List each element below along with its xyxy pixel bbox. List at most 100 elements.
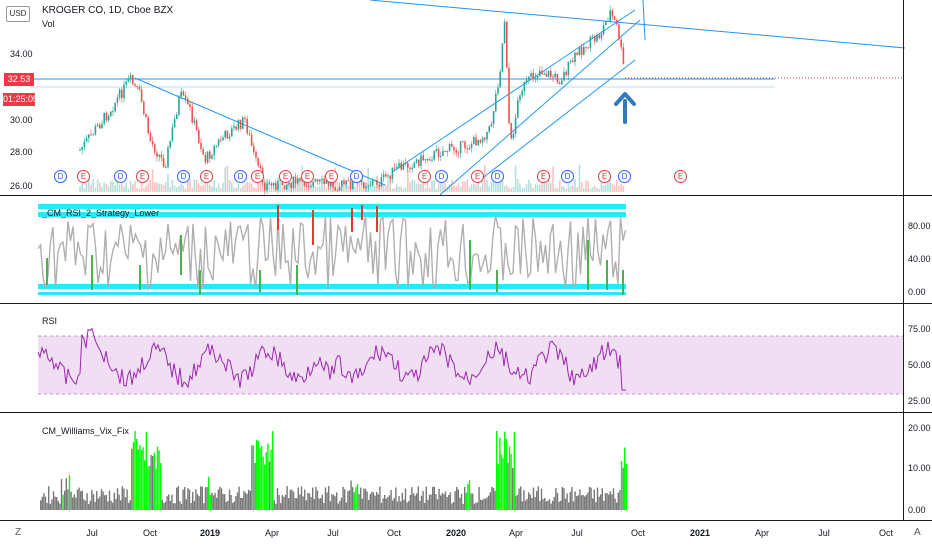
dividend-marker[interactable]: D bbox=[350, 170, 363, 183]
pane-divider[interactable] bbox=[0, 195, 932, 196]
volume-bar bbox=[609, 179, 611, 192]
vix-bar bbox=[457, 489, 459, 510]
vix-bar bbox=[494, 490, 496, 510]
candle-body bbox=[475, 137, 477, 146]
time-tick: Jul bbox=[818, 528, 830, 538]
candle-body bbox=[380, 177, 383, 187]
dividend-marker[interactable]: D bbox=[177, 170, 190, 183]
rsi-strategy-title[interactable]: _CM_RSI_2_Strategy_Lower bbox=[42, 208, 160, 218]
volume-bar bbox=[534, 184, 537, 192]
pane-divider[interactable] bbox=[0, 412, 932, 413]
candle-body bbox=[613, 16, 616, 21]
vix-bar bbox=[332, 494, 335, 510]
dividend-marker[interactable]: D bbox=[234, 170, 247, 183]
earnings-marker[interactable]: E bbox=[200, 170, 213, 183]
volume-bar bbox=[169, 187, 171, 192]
earnings-marker[interactable]: E bbox=[418, 170, 431, 183]
vix-bar bbox=[270, 449, 272, 510]
earnings-marker[interactable]: E bbox=[471, 170, 484, 183]
earnings-marker[interactable]: E bbox=[136, 170, 149, 183]
rsi-title[interactable]: RSI bbox=[42, 316, 58, 326]
vix-bar bbox=[326, 492, 328, 510]
candle-body bbox=[385, 174, 387, 177]
candle-body bbox=[305, 185, 308, 187]
dividend-marker[interactable]: D bbox=[618, 170, 631, 183]
candle-body bbox=[490, 124, 493, 127]
candle-body bbox=[253, 145, 255, 152]
candle-body bbox=[343, 180, 345, 185]
vix-bar bbox=[518, 488, 520, 510]
vix-bar bbox=[364, 488, 367, 510]
dividend-marker[interactable]: D bbox=[561, 170, 574, 183]
time-tick: Oct bbox=[386, 528, 402, 538]
vix-bar bbox=[105, 494, 107, 510]
volume-bar bbox=[523, 187, 526, 192]
price-tick: 28.00 bbox=[10, 147, 33, 157]
volume-bar bbox=[143, 188, 145, 192]
volume-bar bbox=[140, 179, 143, 192]
volume-bar bbox=[237, 183, 240, 192]
vix-bar bbox=[345, 502, 347, 510]
earnings-marker[interactable]: E bbox=[325, 170, 338, 183]
earnings-marker[interactable]: E bbox=[598, 170, 611, 183]
candle-body bbox=[473, 137, 475, 145]
candle-body bbox=[244, 117, 246, 119]
vix-bar bbox=[100, 489, 103, 510]
candle-body bbox=[138, 86, 141, 90]
timezone-button[interactable]: Z bbox=[15, 527, 22, 538]
vix-bar bbox=[534, 497, 536, 510]
volume-legend[interactable]: Vol bbox=[42, 19, 55, 29]
candle-body bbox=[574, 52, 576, 63]
volume-bar bbox=[446, 186, 449, 192]
volume-bar bbox=[374, 186, 376, 192]
candle-body bbox=[420, 155, 422, 167]
vix-bar bbox=[153, 452, 155, 510]
volume-bar bbox=[360, 182, 363, 192]
dividend-marker[interactable]: D bbox=[114, 170, 127, 183]
vix-bar bbox=[251, 445, 253, 510]
vix-bar bbox=[424, 502, 426, 510]
earnings-marker[interactable]: E bbox=[674, 170, 687, 183]
dividend-marker[interactable]: D bbox=[491, 170, 504, 183]
vix-bar bbox=[617, 492, 619, 510]
earnings-marker[interactable]: E bbox=[279, 170, 292, 183]
volume-bar bbox=[547, 179, 550, 192]
vix-bar bbox=[390, 490, 392, 510]
volume-bar bbox=[312, 186, 314, 192]
vix-fix-title[interactable]: CM_Williams_Vix_Fix bbox=[42, 426, 129, 436]
volume-bar bbox=[314, 186, 317, 192]
volume-bar bbox=[85, 183, 88, 192]
candle-body bbox=[312, 181, 314, 187]
dividend-marker[interactable]: D bbox=[54, 170, 67, 183]
symbol-title[interactable]: KROGER CO, 1D, Cboe BZX bbox=[42, 5, 174, 16]
vix-bar bbox=[268, 461, 271, 510]
earnings-marker[interactable]: E bbox=[301, 170, 314, 183]
candle-body bbox=[123, 84, 125, 99]
volume-bar bbox=[431, 181, 433, 192]
candle-body bbox=[246, 118, 248, 134]
earnings-marker[interactable]: E bbox=[251, 170, 264, 183]
vix-bar bbox=[110, 500, 112, 510]
vix-bar bbox=[558, 501, 560, 510]
vix-bar bbox=[348, 490, 351, 510]
volume-bar bbox=[209, 184, 211, 192]
volume-bar bbox=[583, 188, 585, 192]
vix-bar bbox=[350, 480, 352, 510]
volume-bar bbox=[290, 182, 292, 192]
auto-scale-button[interactable]: A bbox=[914, 527, 921, 538]
vix-bar bbox=[206, 487, 208, 510]
pane-divider[interactable] bbox=[0, 303, 932, 304]
candle-body bbox=[545, 73, 548, 77]
vix-bar bbox=[131, 448, 133, 510]
earnings-marker[interactable]: E bbox=[537, 170, 550, 183]
vix-bar bbox=[84, 500, 87, 510]
dividend-marker[interactable]: D bbox=[435, 170, 448, 183]
currency-label[interactable]: USD bbox=[6, 6, 30, 22]
candle-body bbox=[457, 152, 460, 154]
earnings-marker[interactable]: E bbox=[77, 170, 90, 183]
vix-bar bbox=[292, 491, 295, 510]
volume-bar bbox=[616, 179, 618, 192]
candle-body bbox=[488, 126, 490, 132]
vix-bar bbox=[304, 489, 306, 510]
